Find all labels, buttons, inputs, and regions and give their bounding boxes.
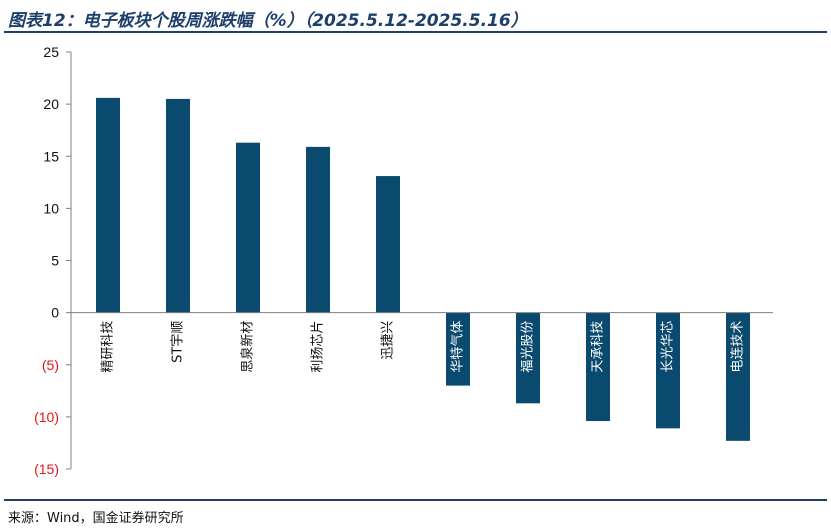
x-category-label: 利扬芯片	[311, 321, 326, 373]
x-category-label: 电连技术	[730, 321, 746, 373]
y-tick-label: (10)	[34, 409, 59, 425]
chart-title: 图表12：电子板块个股周涨跌幅（%）（2025.5.12-2025.5.16）	[8, 11, 528, 31]
bar	[376, 176, 400, 313]
bar	[516, 312, 540, 404]
y-tick-label: 5	[51, 253, 59, 269]
x-category-label: ST宇顺	[171, 321, 186, 363]
bar	[166, 98, 190, 313]
x-axis-category-labels: 精研科技 ST宇顺 思泉新材 利扬芯片 迅捷兴 华特气体 福光股份 天承科技 长光华芯 电连技术	[101, 321, 746, 373]
bar-series	[96, 97, 750, 441]
x-category-label: 思泉新材	[240, 321, 256, 373]
y-tick-label: 25	[43, 44, 59, 60]
source-note: 来源：Wind，国金证券研究所	[8, 511, 184, 526]
x-category-label: 精研科技	[101, 321, 116, 373]
bar	[726, 312, 750, 441]
bar	[96, 97, 120, 313]
bar	[656, 312, 680, 429]
y-tick-label: (5)	[42, 357, 59, 373]
bar	[306, 146, 330, 313]
x-category-label: 福光股份	[521, 321, 536, 373]
x-category-label: 天承科技	[591, 321, 606, 373]
y-axis-ticks: 25 20 15 10 5 0 (5) (10) (15)	[34, 44, 71, 477]
bar	[586, 312, 610, 422]
title-divider	[4, 31, 827, 33]
y-tick-label: 15	[43, 148, 59, 164]
x-category-label: 华特气体	[450, 321, 466, 373]
y-tick-label: 10	[43, 200, 59, 216]
bar	[446, 312, 470, 386]
x-category-label: 迅捷兴	[381, 321, 396, 360]
bar	[236, 142, 260, 313]
x-category-label: 长光华芯	[661, 321, 676, 373]
y-tick-label: 20	[43, 96, 59, 112]
y-tick-label: (15)	[34, 461, 59, 477]
footer-divider	[4, 499, 827, 501]
y-tick-label: 0	[51, 305, 59, 321]
bar-chart: 25 20 15 10 5 0 (5) (10) (15) 精研科技 ST宇顺 思泉新材 利扬芯片 迅捷…	[34, 44, 773, 477]
